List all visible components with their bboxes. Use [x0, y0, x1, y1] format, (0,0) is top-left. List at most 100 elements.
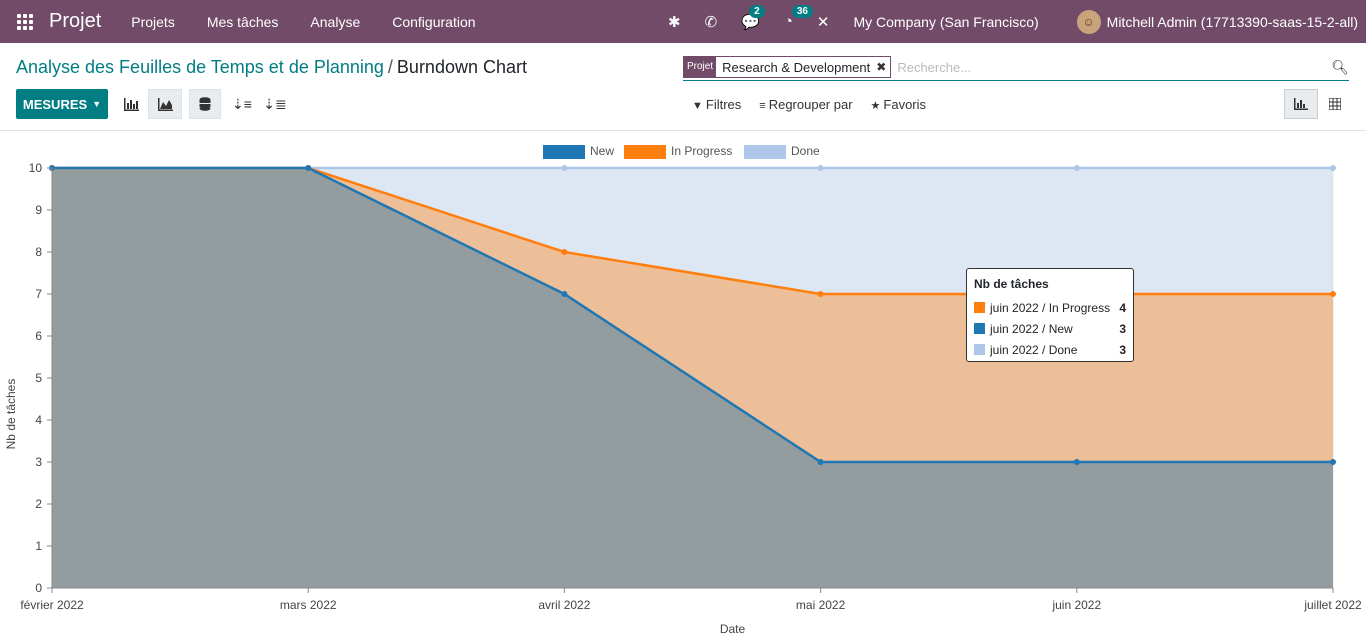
- search-input[interactable]: [895, 58, 1332, 76]
- data-point: [1330, 291, 1336, 297]
- tooltip-row-label: juin 2022 / New: [990, 321, 1073, 336]
- breadcrumb: Analyse des Feuilles de Temps et de Plan…: [16, 57, 527, 78]
- favorites-toggle[interactable]: ★ Favoris: [871, 97, 927, 112]
- top-navbar: Projet Projets Mes tâches Analyse Config…: [0, 0, 1366, 43]
- tooltip-swatch-done: [974, 344, 985, 355]
- data-point: [561, 291, 568, 297]
- data-point: [1073, 459, 1080, 465]
- sort-descending-icon: ⇣≡: [232, 95, 252, 112]
- y-tick-label: 9: [35, 203, 42, 217]
- tooltip-row-label: juin 2022 / Done: [990, 342, 1078, 357]
- legend-entry: Done: [791, 144, 820, 158]
- facet-remove-icon[interactable]: ✖: [876, 60, 887, 74]
- menu-configuration[interactable]: Configuration: [392, 13, 476, 30]
- y-tick-label: 8: [35, 245, 42, 259]
- legend-entry: New: [590, 144, 614, 158]
- filters-toggle[interactable]: ▼ Filtres: [692, 97, 741, 112]
- bug-icon[interactable]: ✱: [668, 13, 681, 31]
- area-in-progress: [52, 168, 1333, 462]
- avatar[interactable]: ☺: [1076, 9, 1101, 34]
- x-tick-label: mars 2022: [280, 598, 337, 612]
- caret-down-icon: ▼: [92, 99, 102, 109]
- x-tick-label: mai 2022: [796, 598, 846, 612]
- burndown-chart: 0 1 2 3 4 5 6 7 8 9 10 février 2022 mars 2022 avril 2…: [4, 144, 1362, 636]
- chat-icon[interactable]: 💬 2: [741, 4, 765, 31]
- sort-descending-button[interactable]: ⇣≡: [226, 89, 258, 119]
- stacked-button[interactable]: [189, 89, 221, 119]
- phone-icon[interactable]: ✆: [704, 13, 718, 31]
- y-axis-label: Nb de tâches: [4, 379, 18, 450]
- data-point: [561, 249, 568, 255]
- filter-icon: ▼: [692, 100, 703, 112]
- x-tick-label: avril 2022: [538, 598, 590, 612]
- table-view-icon: [1329, 98, 1341, 110]
- y-tick-label: 7: [35, 287, 42, 301]
- x-axis-label: Date: [720, 622, 746, 636]
- tooltip-row-label: juin 2022 / In Progress: [990, 300, 1111, 315]
- measures-label: MESURES: [22, 96, 88, 112]
- activity-badge: 36: [791, 5, 813, 18]
- graph-view-button[interactable]: [1284, 89, 1318, 119]
- area-chart-icon: [158, 97, 173, 111]
- groupby-toggle[interactable]: ≡ Regrouper par: [759, 97, 852, 112]
- apps-menu-icon[interactable]: [17, 13, 33, 30]
- sort-ascending-button[interactable]: ⇣≣: [259, 89, 291, 119]
- breadcrumb-separator: /: [387, 57, 393, 77]
- data-point: [1330, 165, 1336, 171]
- y-tick-label: 5: [35, 371, 42, 385]
- tools-icon[interactable]: ✕: [816, 13, 830, 31]
- facet-value: Research & Development: [722, 59, 871, 75]
- control-panel-divider: [0, 130, 1366, 131]
- star-icon: ★: [870, 100, 881, 112]
- data-point: [1073, 165, 1080, 171]
- tooltip-row: juin 2022 / In Progress 4: [974, 297, 1126, 318]
- pivot-view-button[interactable]: [1318, 89, 1352, 119]
- tooltip-row-value: 4: [1119, 300, 1126, 315]
- x-tick-label: février 2022: [20, 598, 84, 612]
- x-tick-label: juillet 2022: [1303, 598, 1362, 612]
- data-point: [817, 165, 824, 171]
- measures-button[interactable]: MESURES ▼: [16, 89, 108, 119]
- breadcrumb-parent[interactable]: Analyse des Feuilles de Temps et de Plan…: [16, 57, 384, 77]
- tooltip-row-value: 3: [1119, 321, 1126, 336]
- company-switcher[interactable]: My Company (San Francisco): [853, 13, 1039, 30]
- user-menu[interactable]: Mitchell Admin (17713390-saas-15-2-all): [1106, 13, 1358, 30]
- chat-badge: 2: [749, 4, 765, 18]
- series-line-new: [52, 166, 1333, 464]
- y-tick-label: 10: [29, 161, 43, 175]
- bars-icon: ≡: [759, 100, 766, 112]
- menu-projets[interactable]: Projets: [131, 13, 175, 30]
- search-icon[interactable]: 🔍︎: [1331, 58, 1349, 75]
- y-tick-label: 3: [35, 455, 42, 469]
- y-tick-label: 0: [35, 581, 42, 595]
- sort-ascending-icon: ⇣≣: [263, 95, 287, 112]
- legend-swatch: [744, 145, 786, 159]
- legend-swatch: [624, 145, 666, 159]
- tooltip-swatch-in-progress: [974, 302, 985, 313]
- line-chart-button[interactable]: [148, 89, 182, 119]
- search-panel-toggles: ▼ Filtres ≡ Regrouper par ★ Favoris: [692, 97, 926, 112]
- data-point: [305, 165, 312, 171]
- data-point: [817, 459, 824, 465]
- app-brand[interactable]: Projet: [49, 10, 102, 32]
- search-bar: Projet Research & Development ✖ 🔍︎: [683, 54, 1349, 81]
- menu-mes-taches[interactable]: Mes tâches: [206, 13, 279, 30]
- bar-chart-icon: [124, 97, 139, 111]
- y-tick-label: 4: [35, 413, 42, 427]
- chart-tooltip: Nb de tâches juin 2022 / In Progress 4 j…: [966, 268, 1134, 362]
- legend-swatch: [543, 145, 585, 159]
- menu-analyse[interactable]: Analyse: [310, 13, 361, 30]
- y-tick-label: 2: [35, 497, 42, 511]
- tooltip-row-value: 3: [1119, 342, 1126, 357]
- tooltip-swatch-new: [974, 323, 985, 334]
- tooltip-row: juin 2022 / Done 3: [974, 339, 1126, 360]
- activity-clock-icon[interactable]: ◔ 36: [784, 5, 813, 30]
- filters-label: Filtres: [705, 97, 742, 112]
- favorites-label: Favoris: [883, 97, 927, 112]
- data-point: [1330, 459, 1336, 465]
- search-facet: Projet Research & Development ✖: [683, 56, 892, 78]
- tooltip-row: juin 2022 / New 3: [974, 318, 1126, 339]
- bar-chart-button[interactable]: [115, 89, 147, 119]
- database-icon: [199, 97, 211, 111]
- data-point: [817, 291, 824, 297]
